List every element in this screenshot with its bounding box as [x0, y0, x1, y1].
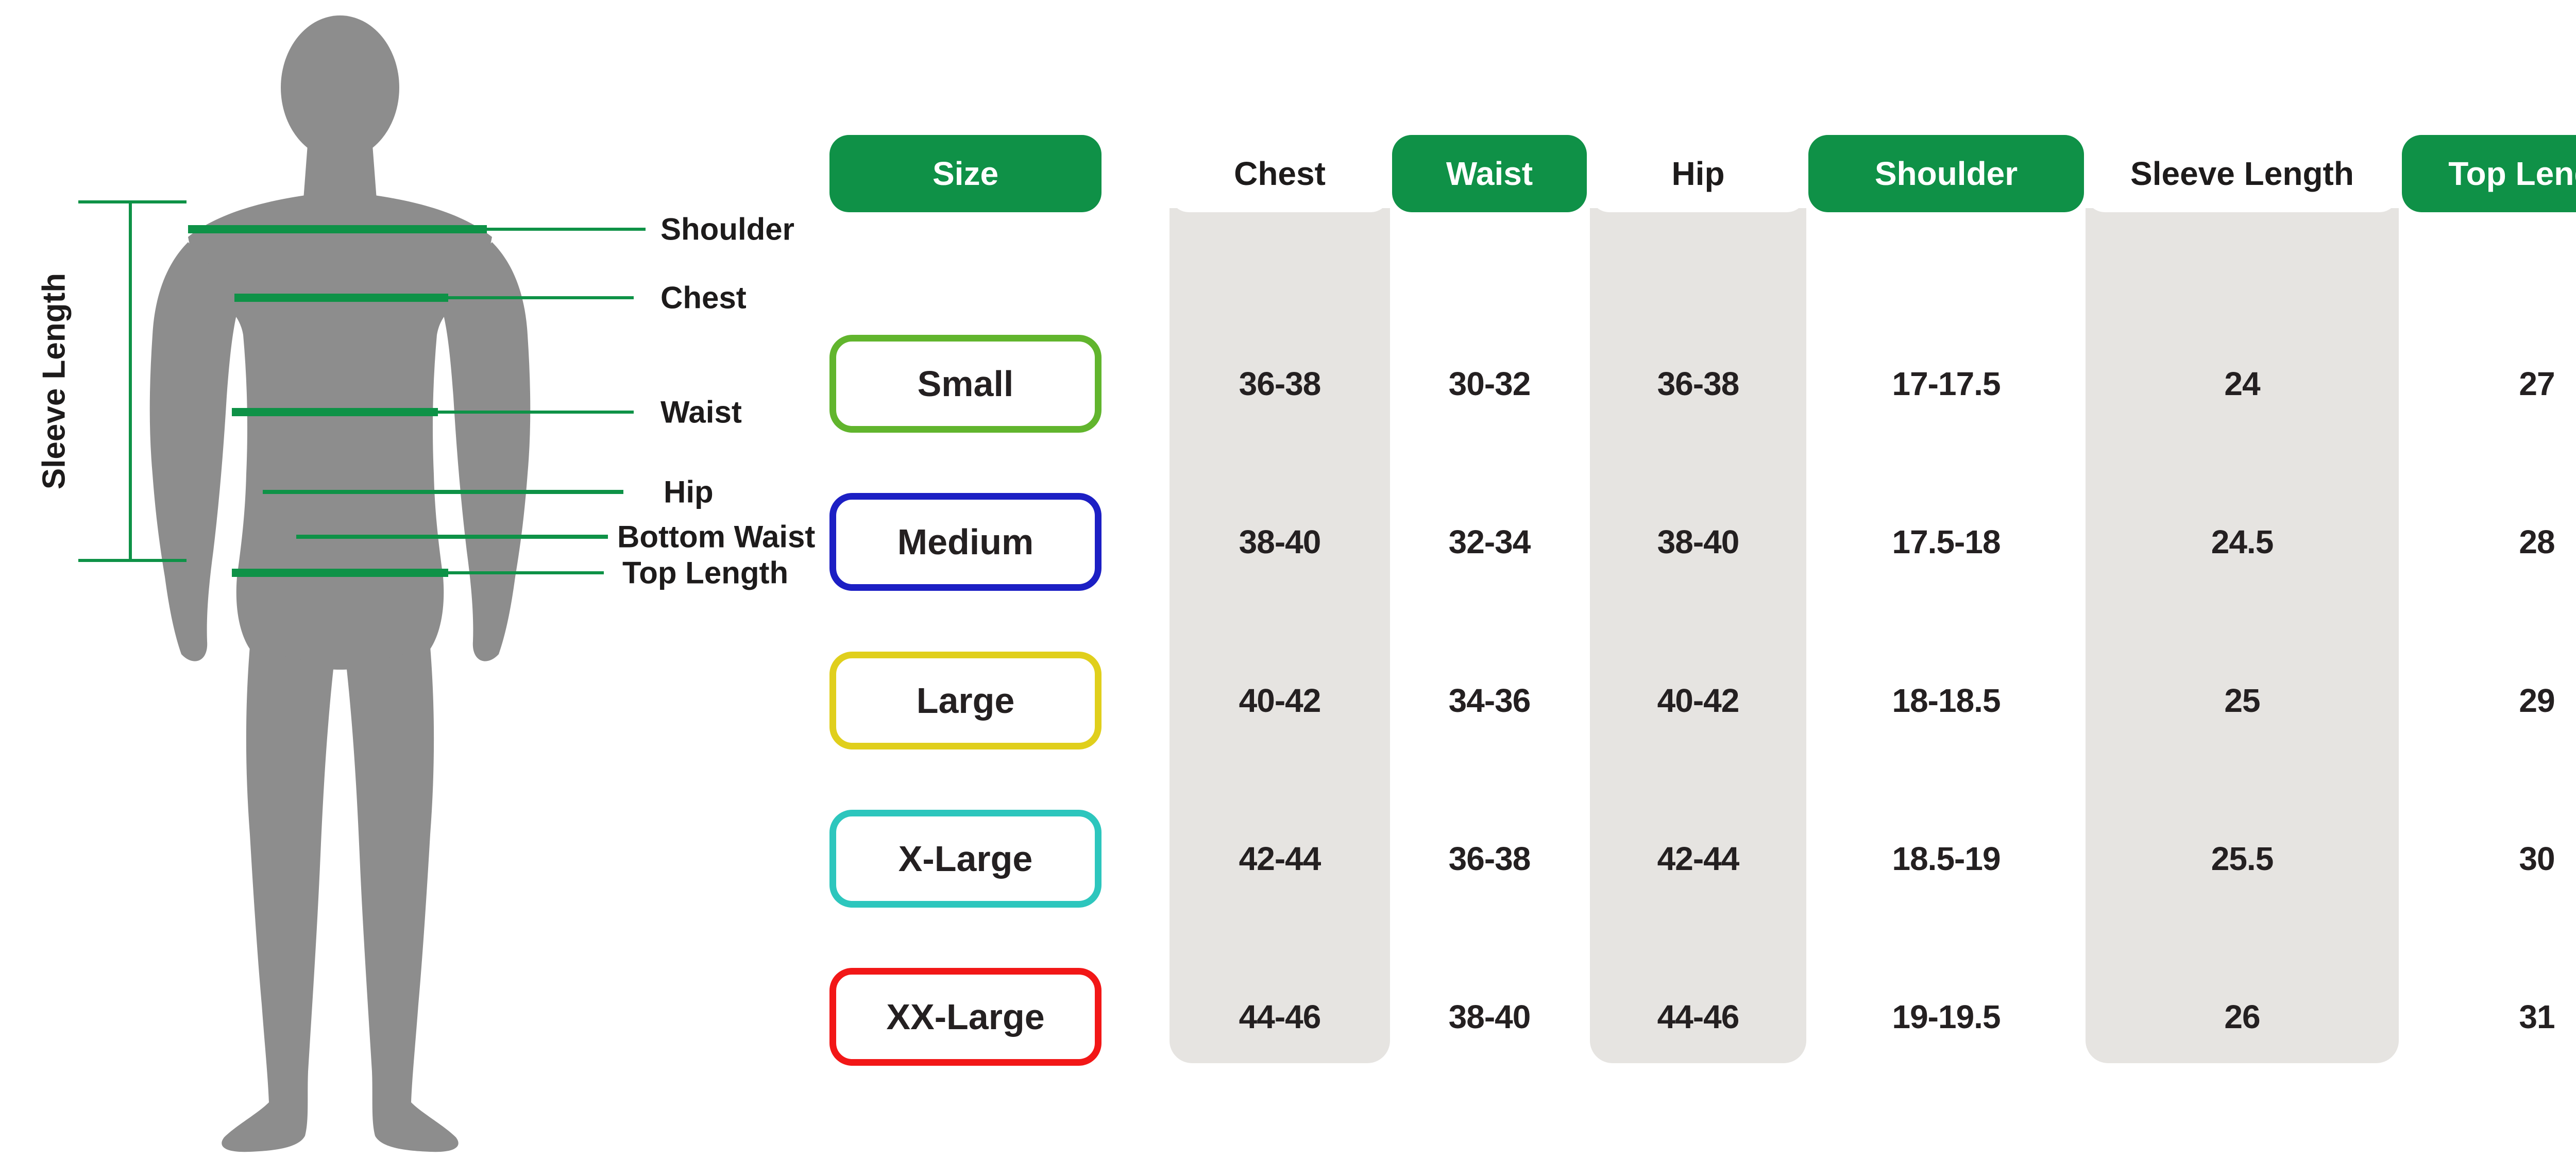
cell-hip-xx-large: 44-46 [1657, 998, 1740, 1035]
shoulder-line-thin [487, 228, 646, 231]
cell-hip-small: 36-38 [1657, 365, 1740, 402]
cell-top-length-xx-large: 31 [2519, 998, 2555, 1035]
column-header-hip: Hip [1590, 135, 1806, 212]
cell-shoulder-small: 17-17.5 [1892, 365, 2001, 402]
hip-line [263, 490, 623, 494]
column-header-waist: Waist [1392, 135, 1587, 212]
cell-sleeve-length-large: 25 [2224, 682, 2260, 719]
label-shoulder: Shoulder [660, 212, 795, 247]
label-bottom-waist: Bottom Waist [617, 519, 816, 554]
cell-hip-medium: 38-40 [1657, 523, 1740, 560]
cell-sleeve-length-small: 24 [2224, 365, 2260, 402]
bottom-waist-line [296, 535, 608, 539]
label-sleeve-length: Sleeve Length [36, 272, 72, 490]
waist-line-thick [232, 408, 438, 416]
cell-shoulder-medium: 17.5-18 [1892, 523, 2001, 560]
cell-top-length-x-large: 30 [2519, 840, 2555, 877]
size-button-x-large[interactable]: X-Large [829, 810, 1101, 908]
cell-waist-medium: 32-34 [1448, 523, 1531, 560]
chest-line-thin [448, 296, 634, 299]
cell-hip-large: 40-42 [1657, 682, 1740, 719]
cell-top-length-large: 29 [2519, 682, 2555, 719]
column-waist: Waist 30-32 32-34 34-36 36-38 38-40 [1392, 0, 1587, 1159]
sleeve-length-cap-top [78, 200, 187, 203]
cell-chest-medium: 38-40 [1239, 523, 1321, 560]
shoulder-line-thick [188, 225, 487, 233]
sleeve-length-line [129, 202, 132, 560]
column-header-sleeve-length: Sleeve Length [2086, 135, 2399, 212]
size-button-xx-large[interactable]: XX-Large [829, 968, 1101, 1066]
cell-waist-small: 30-32 [1448, 365, 1531, 402]
size-button-large[interactable]: Large [829, 652, 1101, 749]
cell-chest-large: 40-42 [1239, 682, 1321, 719]
column-body [1590, 208, 1806, 1063]
waist-line-thin [438, 411, 634, 414]
cell-hip-x-large: 42-44 [1657, 840, 1740, 877]
chest-line-thick [234, 294, 448, 302]
column-header-size: Size [829, 135, 1101, 212]
sleeve-length-cap-bottom [78, 559, 187, 562]
column-top-length: Top Length 27 28 29 30 31 [2402, 0, 2576, 1159]
top-length-line-thin [448, 571, 604, 574]
label-waist: Waist [660, 395, 742, 430]
cell-chest-x-large: 42-44 [1239, 840, 1321, 877]
cell-shoulder-xx-large: 19-19.5 [1892, 998, 2001, 1035]
column-hip: Hip 36-38 38-40 40-42 42-44 44-46 [1590, 0, 1806, 1159]
column-body [1170, 208, 1390, 1063]
cell-sleeve-length-medium: 24.5 [2211, 523, 2274, 560]
cell-shoulder-large: 18-18.5 [1892, 682, 2001, 719]
cell-waist-xx-large: 38-40 [1448, 998, 1531, 1035]
label-chest: Chest [660, 280, 747, 315]
column-chest: Chest 36-38 38-40 40-42 42-44 44-46 [1170, 0, 1390, 1159]
cell-chest-small: 36-38 [1239, 365, 1321, 402]
cell-sleeve-length-x-large: 25.5 [2211, 840, 2274, 877]
column-size: Size Small Medium Large X-Large XX-Large [829, 0, 1101, 1159]
column-header-top-length: Top Length [2402, 135, 2576, 212]
cell-chest-xx-large: 44-46 [1239, 998, 1321, 1035]
column-header-chest: Chest [1170, 135, 1390, 212]
label-hip: Hip [664, 474, 714, 509]
human-silhouette [149, 15, 531, 1152]
column-body [2086, 208, 2399, 1063]
cell-shoulder-x-large: 18.5-19 [1892, 840, 2001, 877]
column-header-shoulder: Shoulder [1808, 135, 2084, 212]
cell-top-length-small: 27 [2519, 365, 2555, 402]
top-length-line-thick [232, 569, 448, 577]
cell-waist-large: 34-36 [1448, 682, 1531, 719]
cell-waist-x-large: 36-38 [1448, 840, 1531, 877]
label-top-length: Top Length [622, 555, 789, 590]
cell-top-length-medium: 28 [2519, 523, 2555, 560]
size-button-medium[interactable]: Medium [829, 493, 1101, 591]
column-shoulder: Shoulder 17-17.5 17.5-18 18-18.5 18.5-19… [1808, 0, 2084, 1159]
cell-sleeve-length-xx-large: 26 [2224, 998, 2260, 1035]
size-button-small[interactable]: Small [829, 335, 1101, 433]
column-sleeve-length: Sleeve Length 24 24.5 25 25.5 26 [2086, 0, 2399, 1159]
